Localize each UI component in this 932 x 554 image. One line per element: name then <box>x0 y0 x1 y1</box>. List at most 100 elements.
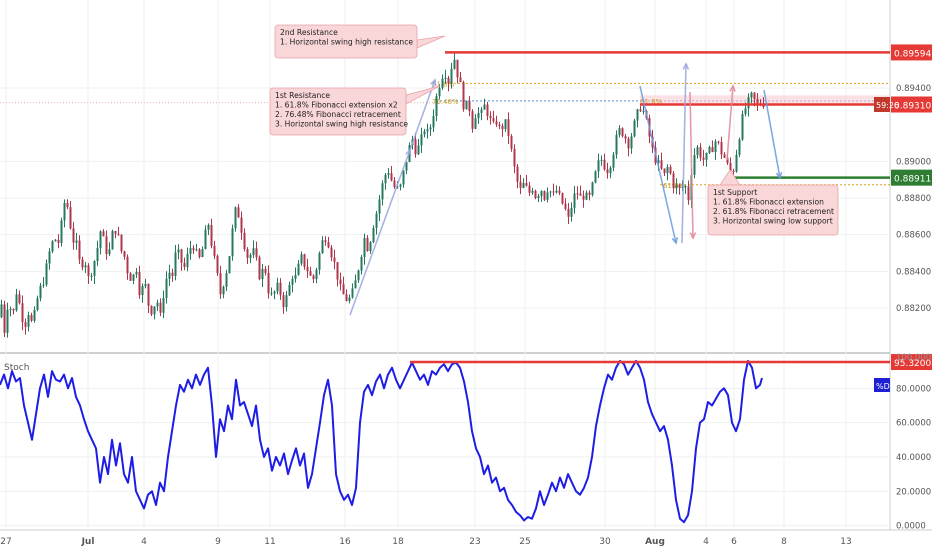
candle-down <box>18 294 21 304</box>
candle-up <box>48 251 51 264</box>
candle-up <box>96 247 99 261</box>
candle-down <box>567 208 570 217</box>
arrow-up-1 <box>349 149 411 316</box>
candle-down <box>525 183 528 186</box>
candle-down <box>72 228 75 243</box>
annotation-box-sup1 <box>707 184 839 236</box>
candle-up <box>174 252 177 276</box>
candle-down <box>243 232 246 250</box>
candle-up <box>402 170 405 185</box>
candle-down <box>345 294 348 301</box>
candle-down <box>639 109 642 112</box>
candle-down <box>498 124 501 126</box>
candle-down <box>492 118 495 122</box>
level-price-tag <box>891 44 932 61</box>
candle-up <box>141 286 144 296</box>
candle-up <box>207 224 210 230</box>
arrow-down-3 <box>763 89 781 179</box>
arrow-up-4-head <box>729 84 736 92</box>
candle-up <box>375 213 378 228</box>
annotation-line: 3. Horizontal swing low support <box>713 217 833 226</box>
annotation-line: 1. 61.8% Fibonacci extension <box>713 198 824 207</box>
candle-down <box>516 166 519 182</box>
candle-down <box>180 249 183 263</box>
candle-down <box>723 154 726 158</box>
stoch-tick-label: 40.0000 <box>896 453 931 463</box>
candle-up <box>84 265 87 268</box>
annotation-line: 1. Horizontal swing high resistance <box>280 38 413 47</box>
candle-down <box>672 173 675 189</box>
candle-down <box>264 268 267 273</box>
candle-down <box>756 98 759 104</box>
candle-up <box>438 87 441 97</box>
candle-down <box>729 162 732 171</box>
candle-down <box>126 256 129 274</box>
candle-up <box>108 249 111 255</box>
candle-up <box>642 110 645 112</box>
candle-up <box>741 114 744 140</box>
candle-up <box>480 109 483 113</box>
candle-down <box>588 192 591 195</box>
candle-up <box>261 268 264 280</box>
candle-down <box>81 259 84 268</box>
candle-up <box>63 202 66 221</box>
candle-down <box>558 190 561 194</box>
candle-up <box>747 97 750 109</box>
candle-up <box>696 147 699 156</box>
candle-down <box>519 181 522 188</box>
candle-down <box>720 142 723 155</box>
candle-down <box>309 271 312 276</box>
candle-down <box>627 138 630 149</box>
candle-up <box>591 182 594 195</box>
candle-down <box>12 308 15 311</box>
candle-down <box>486 104 489 116</box>
candle-up <box>750 92 753 98</box>
candle-down <box>240 217 243 233</box>
candle-down <box>147 284 150 306</box>
candle-up <box>273 291 276 294</box>
candle-up <box>474 118 477 129</box>
candle-down <box>171 272 174 276</box>
arrow-up-2-head <box>430 78 437 87</box>
annotation-box-res1 <box>269 87 407 136</box>
candle-up <box>204 229 207 250</box>
time-tick-label: Aug <box>645 537 665 547</box>
arrows-layer <box>349 62 783 316</box>
stoch-tick-label: 20.0000 <box>896 487 931 497</box>
arrow-down-2-head <box>689 232 697 240</box>
candle-up <box>522 183 525 188</box>
candle-up <box>111 231 114 250</box>
time-tick-label: 8 <box>781 537 787 547</box>
candle-up <box>234 207 237 229</box>
candle-up <box>396 186 399 188</box>
candle-down <box>564 203 567 209</box>
candle-down <box>210 224 213 246</box>
candle-up <box>435 96 438 116</box>
candle-up <box>144 284 147 287</box>
candle-down <box>513 148 516 167</box>
candle-up <box>189 248 192 254</box>
candle-up <box>90 275 93 277</box>
candle-up <box>735 154 738 172</box>
price-tick-label: 0.88200 <box>896 304 931 314</box>
annotation-line: 2. 76.48% Fibonacci retracement <box>275 110 401 119</box>
candle-up <box>378 199 381 214</box>
candle-down <box>330 247 333 258</box>
candle-up <box>153 306 156 315</box>
candle-down <box>561 193 564 204</box>
candle-down <box>237 207 240 218</box>
candle-down <box>702 157 705 160</box>
candle-up <box>381 183 384 200</box>
candle-up <box>354 280 357 289</box>
candle-down <box>459 77 462 83</box>
candle-down <box>699 147 702 158</box>
candle-up <box>465 100 468 110</box>
candle-up <box>135 271 138 275</box>
arrow-up-4 <box>726 85 734 161</box>
candle-up <box>60 220 63 243</box>
candle-up <box>276 282 279 292</box>
candle-down <box>510 135 513 149</box>
candle-up <box>684 186 687 188</box>
